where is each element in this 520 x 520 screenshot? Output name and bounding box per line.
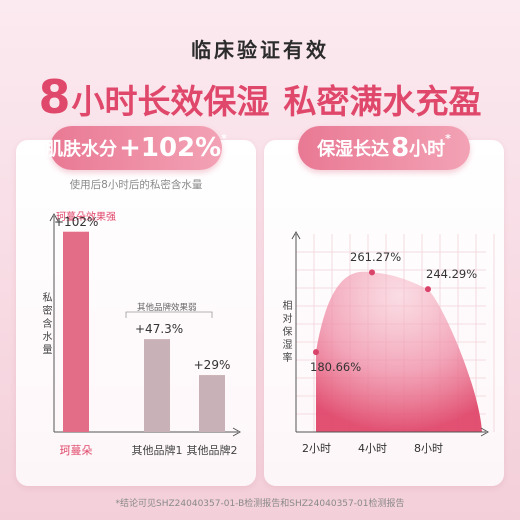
- headline-part-b: 私密满水充盈: [283, 82, 482, 121]
- other-brands-note: 其他品牌效果弱: [137, 303, 197, 313]
- bar-value-label: +102%: [54, 214, 99, 229]
- headline-part-a: 长效保湿: [137, 82, 270, 121]
- pill-value: +102%: [119, 133, 222, 163]
- curve-category-label: 2小时: [302, 442, 331, 455]
- curve-chart-card: 保湿长达 8 小时 * 相对保湿率 180.66% 2小时 261.27% 4小时 244.2…: [264, 126, 504, 486]
- curve-area: [316, 271, 482, 432]
- bar-category-label: 其他品牌2: [186, 444, 238, 457]
- headline-number: 8: [38, 70, 72, 124]
- bar-value-label: +29%: [193, 358, 231, 373]
- bar-y-axis-arrow: [49, 212, 59, 222]
- bar-category-label: 其他品牌1: [131, 444, 183, 457]
- curve-x-axis-arrow: [480, 427, 490, 437]
- brand-strong-note: 珂蔓朵效果强: [56, 212, 116, 223]
- curve-y-axis-label: 相对保湿率: [280, 300, 291, 365]
- bar-2: [144, 339, 170, 432]
- pill-text: 保湿长达: [317, 139, 390, 160]
- moisture-pill: 肌肤水分 +102% *: [45, 126, 227, 170]
- curve-y-axis-arrow: [291, 230, 301, 240]
- curve-point-3: [425, 286, 431, 293]
- bar-value-label: +47.3%: [135, 322, 184, 337]
- curve-point-2: [369, 269, 375, 276]
- page-title: 临床验证有效: [191, 38, 329, 62]
- bar-chart-card: 肌肤水分 +102% * 使用后8小时后的私密含水量 珂蔓朵效果强 私密含水量 其他…: [16, 126, 256, 486]
- bar-x-axis-arrow: [232, 427, 242, 437]
- pill-mark: *: [445, 132, 451, 145]
- curve-category-label: 8小时: [414, 442, 443, 455]
- bar-y-axis-label: 私密含水量: [40, 292, 51, 357]
- headline-unit: 小时: [71, 82, 138, 121]
- pill-mark: *: [221, 132, 227, 145]
- pill-unit: 小时: [409, 139, 446, 160]
- curve-value-label: 180.66%: [310, 360, 362, 375]
- bar-category-label: 珂蔓朵: [59, 444, 93, 457]
- curve-point-1: [313, 349, 319, 356]
- curve-chart-svg: [291, 230, 495, 437]
- duration-pill: 保湿长达 8 小时 *: [298, 126, 470, 170]
- bar-chart-svg: [49, 212, 242, 437]
- curve-value-label: 261.27%: [350, 250, 402, 265]
- bar-3: [199, 375, 225, 432]
- curve-value-label: 244.29%: [426, 267, 478, 282]
- footnote: *结论可见SHZ24040357-01-B检测报告和SHZ24040357-01…: [115, 499, 405, 509]
- chart-subtitle: 使用后8小时后的私密含水量: [69, 179, 203, 191]
- pill-value: 8: [391, 133, 410, 163]
- other-brands-bracket: [125, 311, 213, 318]
- curve-category-label: 4小时: [358, 442, 387, 455]
- headline: 8小时长效保湿 私密满水充盈: [0, 70, 520, 124]
- pill-text: 肌肤水分: [45, 139, 118, 160]
- bar-1: [63, 231, 89, 432]
